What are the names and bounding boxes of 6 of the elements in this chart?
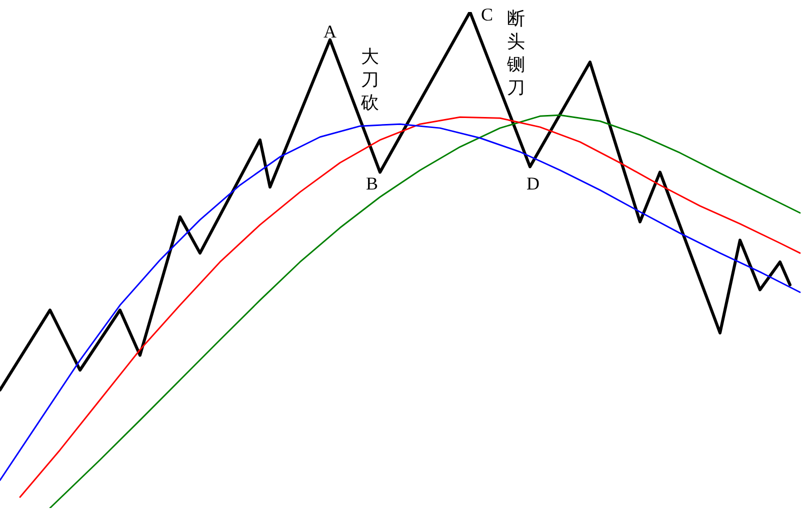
annotation: C [480, 4, 494, 25]
annotation: 大刀砍 [360, 46, 379, 114]
annotation: B [366, 174, 378, 194]
annotation: 断头铡刀 [506, 8, 525, 99]
annotation: D [526, 174, 540, 194]
annotation: A [324, 22, 336, 42]
